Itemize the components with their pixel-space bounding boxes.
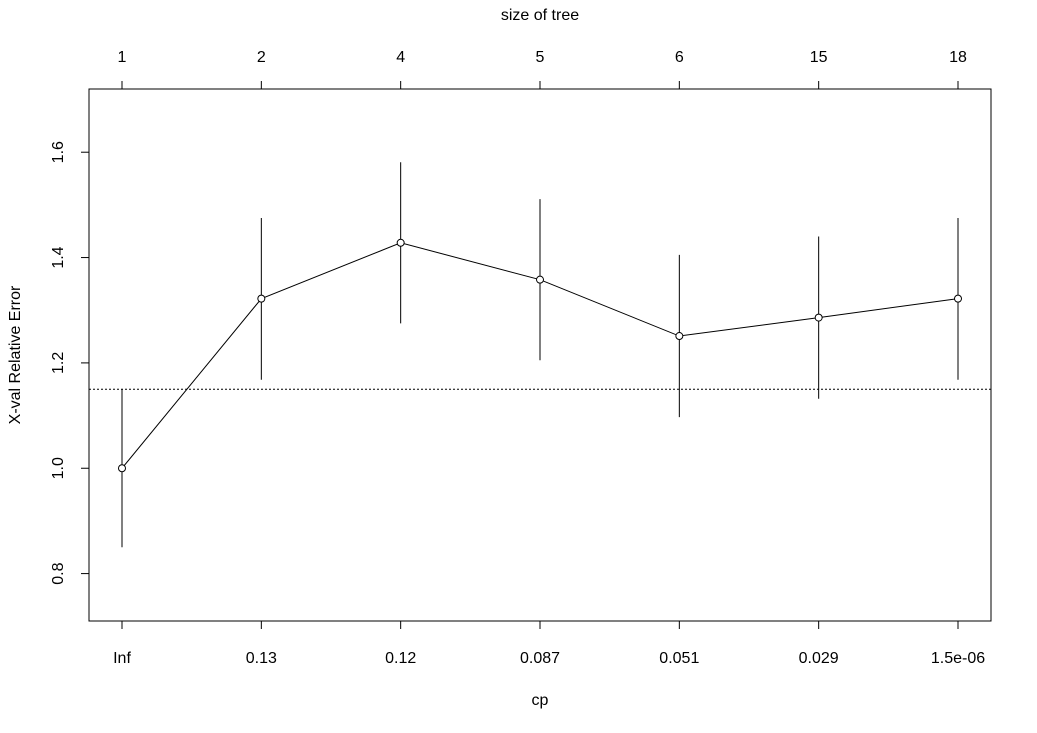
x-tick-label: 0.051 (659, 650, 699, 667)
data-point (396, 238, 405, 247)
top-axis: 1 2 4 5 6 15 18 (118, 49, 967, 90)
x-tick-label: 0.029 (799, 650, 839, 667)
top-axis-title: size of tree (501, 7, 579, 24)
x-tick-label: 0.087 (520, 650, 560, 667)
y-axis-title: X-val Relative Error (7, 285, 24, 424)
x-tick-label: 0.12 (385, 650, 416, 667)
data-point (257, 294, 266, 303)
data-point (675, 332, 684, 341)
top-tick-label: 18 (949, 49, 967, 66)
top-tick-label: 15 (810, 49, 828, 66)
data-point (954, 294, 962, 303)
left-axis: 0.8 1.0 1.2 1.4 1.6 (50, 141, 90, 585)
data-point (536, 275, 544, 284)
x-axis-title: cp (532, 692, 549, 709)
x-tick-label: Inf (113, 650, 131, 667)
top-tick-label: 6 (675, 49, 684, 66)
top-tick-label: 1 (118, 49, 127, 66)
y-tick-label: 1.2 (50, 352, 67, 374)
points (118, 238, 962, 473)
top-tick-label: 2 (257, 49, 266, 66)
bottom-axis: Inf 0.13 0.12 0.087 0.051 0.029 1.5e-06 (113, 620, 985, 667)
data-point (118, 464, 126, 473)
x-tick-label: 0.13 (246, 650, 277, 667)
error-bars (121, 162, 959, 548)
y-tick-label: 1.0 (50, 457, 67, 479)
top-tick-label: 5 (536, 49, 545, 66)
top-tick-label: 4 (396, 49, 405, 66)
y-tick-label: 1.4 (50, 246, 67, 268)
y-tick-label: 1.6 (50, 141, 67, 163)
data-point (814, 313, 823, 322)
y-tick-label: 0.8 (50, 562, 67, 584)
x-tick-label: 1.5e-06 (931, 650, 985, 667)
